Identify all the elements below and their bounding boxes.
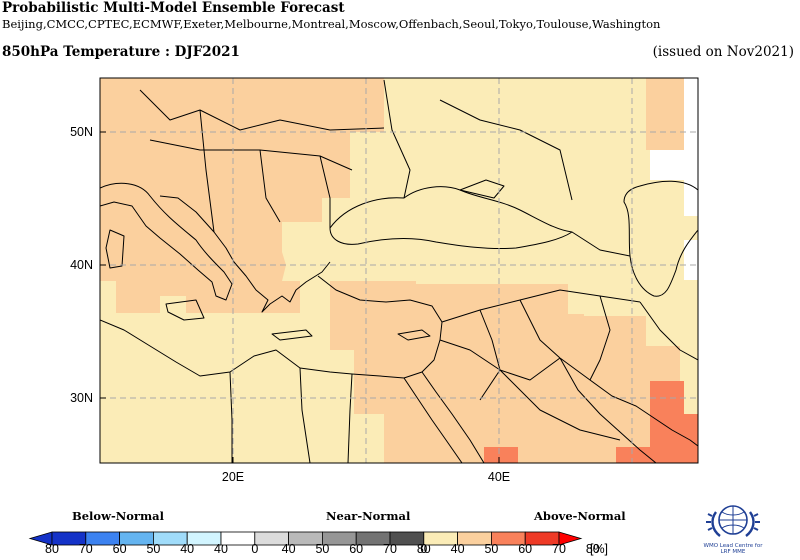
lat-label-50: 50N: [70, 125, 93, 139]
wmo-logo-caption-line1: WMO Lead Centre for: [703, 543, 763, 549]
legend-colorbar: 80 70 60 50 40 40 0 40 50 60 70 800 40 50 60 70 80[%]: [28, 531, 608, 556]
legend-near-label-1: 40: [282, 542, 296, 556]
sardinia: [105, 229, 125, 269]
forecast-title: Probabilistic Multi-Model Ensemble Forec…: [2, 0, 345, 16]
wmo-logo: [706, 505, 760, 537]
caspian-sea: [623, 180, 698, 297]
map-frame: [99, 77, 699, 464]
legend-below-label-1: 70: [79, 542, 93, 556]
gulf-above-60-70: [616, 381, 698, 463]
contributing-centres: Beijing,CMCC,CPTEC,ECMWF,Exeter,Melbourn…: [2, 17, 661, 31]
wmo-logo-caption-line2: LRF MME: [720, 549, 746, 555]
variable-season-title: 850hPa Temperature : DJF2021: [2, 44, 240, 60]
gulf-lower-above-60-70: [616, 447, 652, 463]
persian-gulf: [559, 357, 698, 463]
probability-shading: [100, 78, 698, 463]
legend-unit: [%]: [590, 542, 608, 556]
italy-coastline: [100, 182, 233, 301]
legend-above-label-5: 80: [586, 542, 600, 556]
legend-above-label-0: 0: [420, 542, 427, 556]
legend-near-swatch-0: [220, 531, 256, 546]
wmo-emblem-icon: [706, 505, 760, 537]
legend-below-label-4: 40: [180, 542, 194, 556]
legend-above-label-2: 50: [484, 542, 498, 556]
europe-above-50-60: [100, 78, 384, 313]
graticule: [100, 78, 698, 463]
cyprus: [397, 329, 431, 341]
borders-europe: [139, 79, 573, 233]
axis-ticks: [100, 131, 500, 463]
legend-near-label-5: 80: [417, 542, 431, 556]
red-sea-above-60-70: [484, 447, 518, 463]
legend-near-label-2: 50: [315, 542, 329, 556]
lat-label-30: 30N: [70, 391, 93, 405]
legend-near-label-0: 0: [251, 542, 258, 556]
lon-label-20: 20E: [222, 470, 244, 484]
no-signal-patch-north: [650, 78, 698, 216]
legend-below-label-2: 60: [113, 542, 127, 556]
sicily: [165, 299, 205, 321]
legend-above-label-3: 60: [518, 542, 532, 556]
issued-date: (issued on Nov2021): [652, 44, 794, 60]
red-sea: [403, 371, 485, 463]
crete: [271, 329, 313, 341]
black-sea: [329, 186, 573, 250]
borders-africa: [229, 367, 353, 463]
sea-of-azov: [459, 179, 505, 199]
legend-above-label-4: 70: [552, 542, 566, 556]
legend-below-normal-heading: Below-Normal: [72, 509, 164, 523]
no-signal-patch-east: [684, 240, 698, 280]
legend-near-label-4: 70: [383, 542, 397, 556]
borders-middle-east: [439, 231, 698, 441]
legend-below-label-0: 80: [45, 542, 59, 556]
lon-label-40: 40E: [488, 470, 510, 484]
legend-below-label-end: 40: [214, 542, 228, 556]
legend-near-label-3: 60: [349, 542, 363, 556]
lat-label-40: 40N: [70, 258, 93, 272]
coastlines-borders: [100, 79, 698, 463]
legend-near-normal-heading: Near-Normal: [326, 509, 411, 523]
balkan-coast: [159, 195, 331, 313]
legend-above-label-1: 40: [451, 542, 465, 556]
north-africa-coast: [100, 319, 301, 377]
legend-above-normal-heading: Above-Normal: [534, 509, 626, 523]
legend-below-label-3: 50: [146, 542, 160, 556]
wmo-logo-caption: WMO Lead Centre for LRF MME: [696, 543, 770, 555]
axis-labels: 50N 40N 30N 20E 40E: [70, 125, 510, 484]
legend-above-arrow: [558, 531, 583, 546]
